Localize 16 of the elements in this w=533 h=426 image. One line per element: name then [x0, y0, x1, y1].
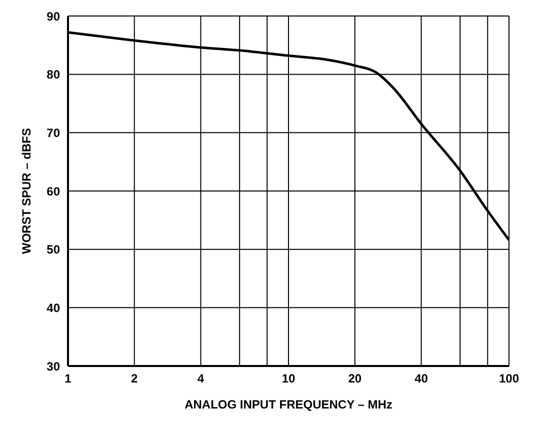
y-tick-label: 50	[46, 242, 60, 257]
x-tick-label: 10	[282, 372, 296, 386]
y-tick-label: 60	[46, 184, 60, 198]
x-tick-label: 40	[414, 372, 428, 386]
x-tick-label: 20	[348, 372, 362, 386]
x-tick-label: 100	[498, 372, 520, 386]
y-tick-label: 90	[46, 9, 60, 24]
y-tick-label: 80	[46, 68, 60, 82]
y-tick-label: 30	[46, 359, 60, 374]
y-tick-label: 70	[46, 126, 60, 140]
x-tick-label: 2	[131, 372, 138, 386]
y-axis-title: WORST SPUR – dBFS	[19, 128, 34, 254]
x-tick-label: 1	[64, 372, 72, 386]
x-axis-title: ANALOG INPUT FREQUENCY – MHz	[184, 398, 392, 412]
y-tick-label: 40	[46, 300, 60, 315]
x-tick-label: 4	[197, 372, 204, 386]
